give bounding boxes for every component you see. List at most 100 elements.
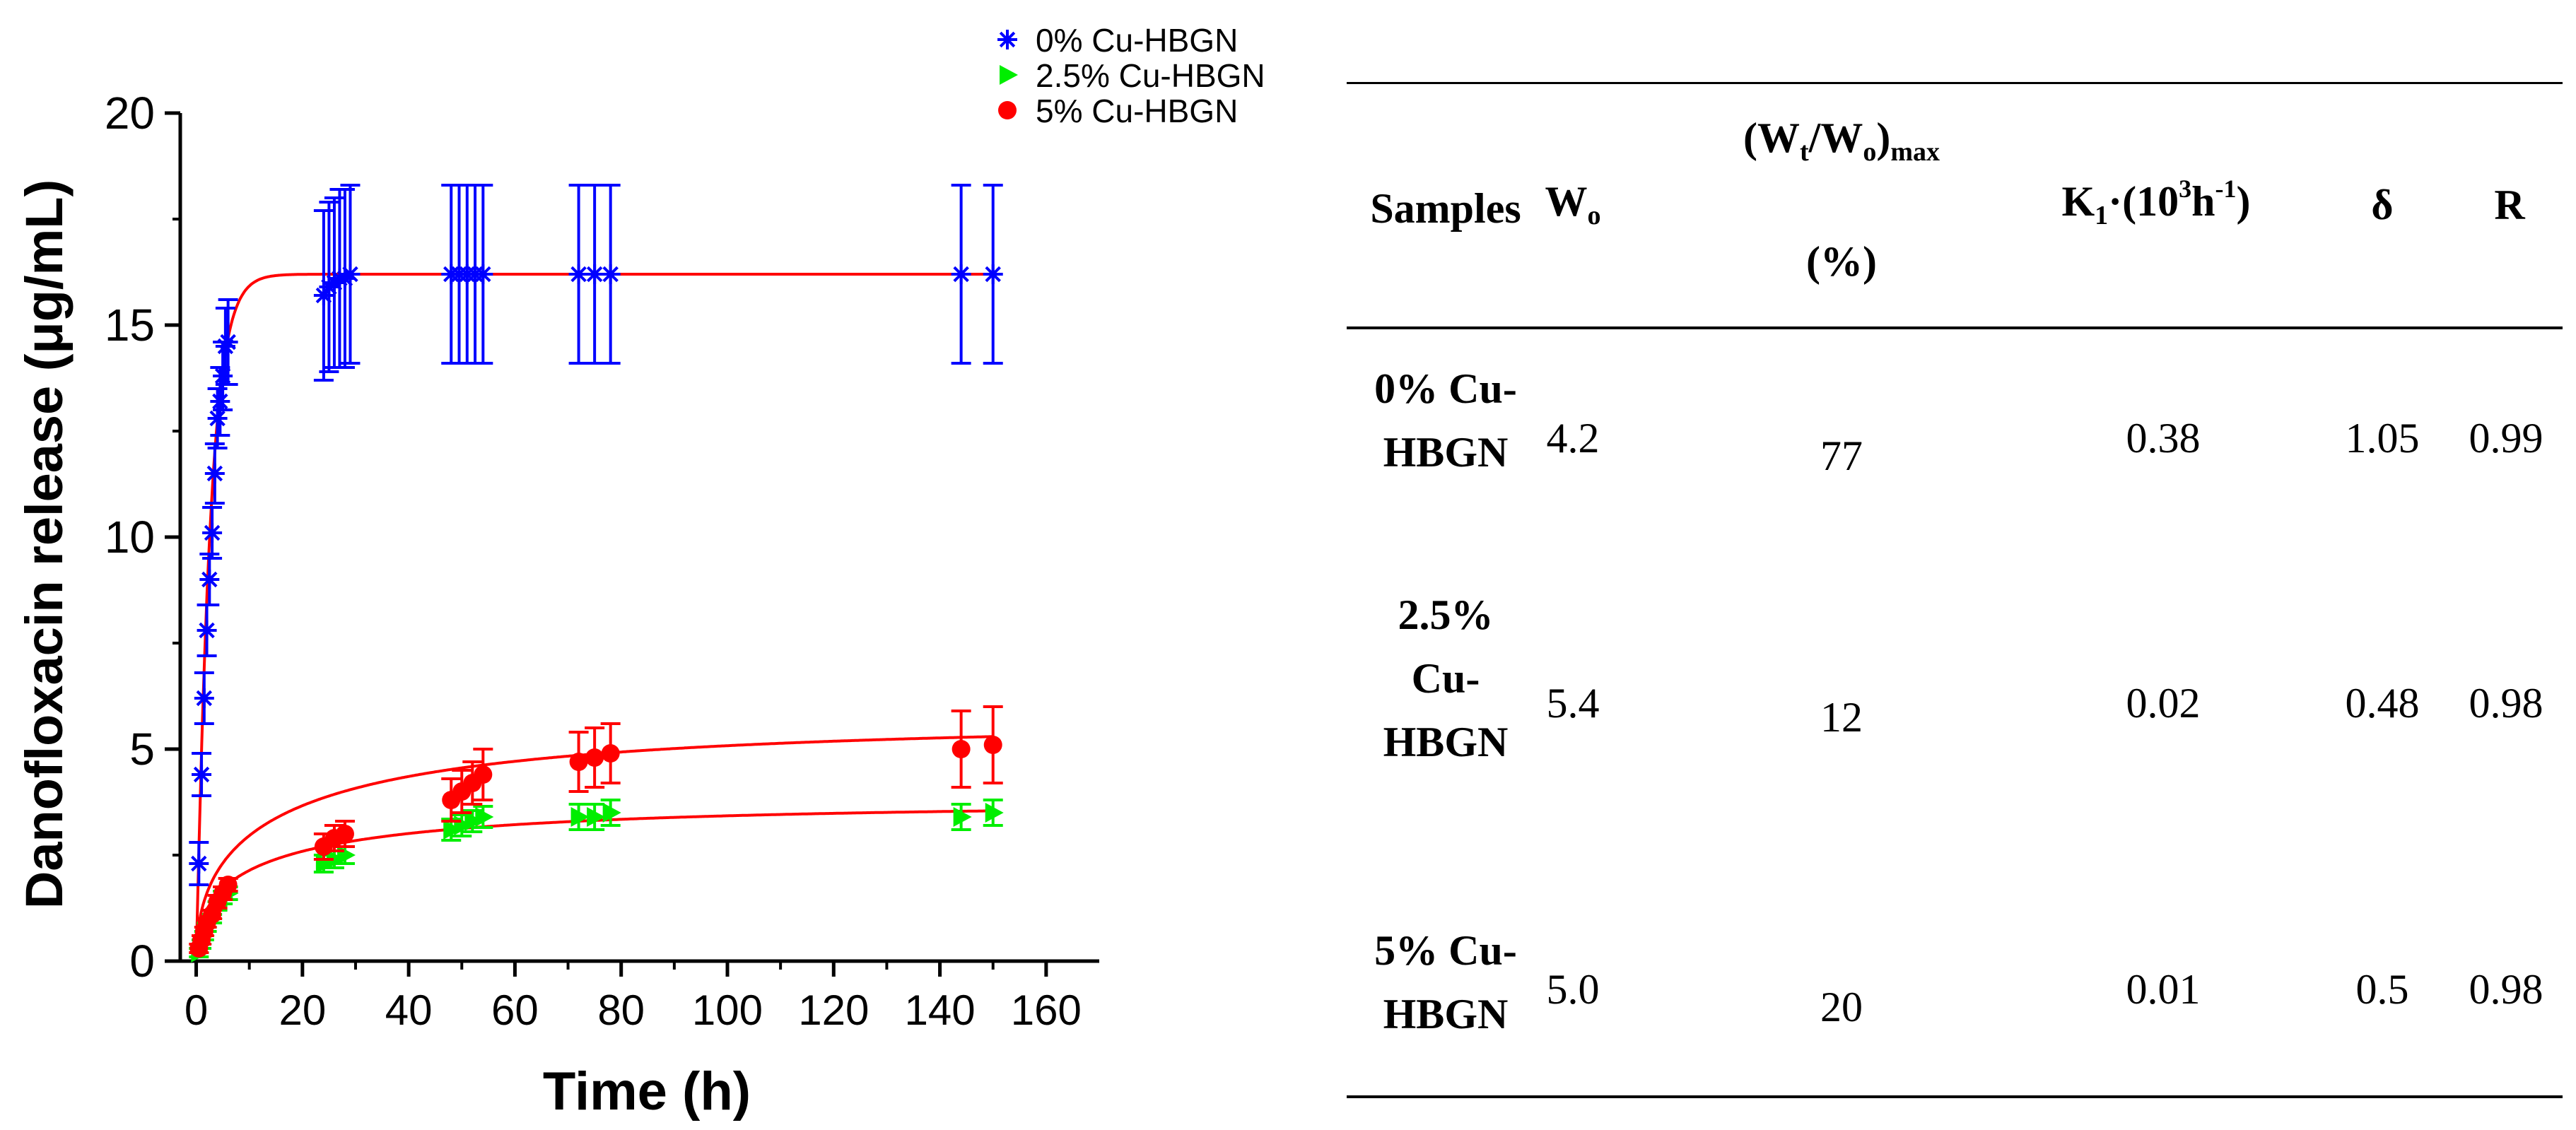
row1-sample: 0% Cu-HBGN [1374,365,1517,476]
release-chart-svg: 0 5 10 15 20 0 20 40 60 80 100 120 140 160 0% Cu-HBGN2… [15,22,1265,1122]
kinetics-table: Samples Wo (Wt/Wo)max (%) K1·(103h-1) δ … [1347,0,2563,1130]
header-w0-sub: o [1587,201,1601,230]
data-point [473,264,493,284]
legend-label: 0% Cu-HBGN [1036,22,1238,59]
header-ratio-unit: (%) [1806,238,1877,285]
x-tick-label: 100 [692,987,763,1034]
x-tick-label: 160 [1011,987,1082,1034]
data-point [952,740,971,758]
data-point [475,807,494,827]
data-point [218,332,238,352]
y-tick-label: 15 [105,300,155,351]
row2-w0: 5.4 [1546,680,1600,726]
legend-marker [998,101,1017,119]
data-point [326,849,345,869]
data-point [602,803,621,823]
data-point [585,748,604,767]
row1-k1: 0.38 [2126,415,2201,461]
data-point [340,264,361,284]
data-point [210,392,230,411]
header-k1-sup3: 3 [2179,175,2192,203]
data-point [464,811,484,831]
data-point [600,264,621,284]
fit-curve [194,809,993,951]
header-k1-sup-neg1: -1 [2215,175,2237,203]
header-k1-h: h [2191,178,2215,225]
header-k1-close: ) [2236,178,2251,225]
header-ratio-sub-t: t [1800,137,1809,167]
x-tick-label: 40 [385,987,433,1034]
data-point [474,765,493,784]
y-tick-label: 5 [129,724,155,775]
data-point [197,620,217,640]
data-point [985,803,1004,823]
header-k1-open: (10 [2122,178,2179,225]
header-ratio-open: (W [1743,114,1800,161]
legend-marker [997,30,1017,49]
y-tick-label: 0 [129,936,155,987]
row3-sample: 5% Cu-HBGN [1374,927,1517,1037]
data-point [313,286,334,305]
data-point [568,264,589,284]
x-tick-label: 0 [185,987,208,1034]
y-tick-label: 20 [105,88,155,139]
data-point [585,264,605,284]
x-tick-label: 80 [597,987,645,1034]
header-ratio-close: ) [1876,114,1891,161]
row2-ratio: 12 [1820,694,1863,741]
data-point [189,854,209,873]
legend-label: 5% Cu-HBGN [1036,93,1238,129]
row3-ratio: 20 [1820,984,1863,1030]
header-k1-dot: · [2108,178,2123,225]
release-chart: 0 5 10 15 20 0 20 40 60 80 100 120 140 160 0% Cu-HBGN 2… [15,22,1265,1122]
data-point [335,825,354,843]
header-k1-sub: 1 [2095,201,2109,230]
x-axis-title: Time (h) [543,1061,751,1122]
data-point [199,570,220,589]
data-point [953,807,972,827]
data-point [587,807,606,827]
table-top-rule [1347,82,2563,84]
row2-sample: 2.5% Cu-HBGN [1383,592,1509,765]
row1-r: 0.99 [2469,415,2543,461]
data-point [192,765,212,784]
y-tick-label: 10 [105,512,155,563]
data-point [570,807,590,827]
header-ratio: (Wt/Wo)max [1700,106,1983,172]
row3-delta: 0.5 [2355,966,2409,1013]
data-point [443,820,462,840]
x-tick-label: 60 [491,987,539,1034]
row3-k1: 0.01 [2126,966,2201,1013]
data-point [213,366,233,386]
header-w0: Wo [1527,170,1619,236]
header-samples: Samples [1370,185,1521,232]
data-point [569,753,588,771]
row1-w0: 4.2 [1546,415,1600,461]
legend-label: 2.5% Cu-HBGN [1036,57,1265,94]
header-ratio-sub-o: o [1863,137,1877,167]
x-tick-label: 120 [798,987,869,1034]
plot-layer: 0 5 10 15 20 0 20 40 60 80 100 120 140 160 0% Cu-HBGN2… [105,22,1265,1034]
data-point [983,736,1002,754]
data-point [207,408,228,428]
data-point [202,523,223,543]
data-point [983,264,1003,284]
header-ratio-mid: /W [1808,114,1863,161]
data-point [204,464,225,483]
x-tick-label: 140 [905,987,976,1034]
data-point [218,876,238,894]
data-point [194,688,214,708]
table-header-rule [1347,326,2563,329]
row2-r: 0.98 [2469,680,2543,726]
header-r: R [2494,182,2525,228]
data-point [601,744,620,763]
x-tick-label: 20 [279,987,326,1034]
row3-r: 0.98 [2469,966,2543,1013]
header-ratio-sub-max: max [1890,137,1940,167]
header-delta: δ [2371,182,2394,228]
y-axis-title: Danofloxacin release (μg/mL) [15,179,74,909]
row1-ratio: 77 [1820,432,1863,479]
legend-marker [1000,65,1018,85]
row3-w0: 5.0 [1546,966,1600,1013]
row2-delta: 0.48 [2345,680,2420,726]
